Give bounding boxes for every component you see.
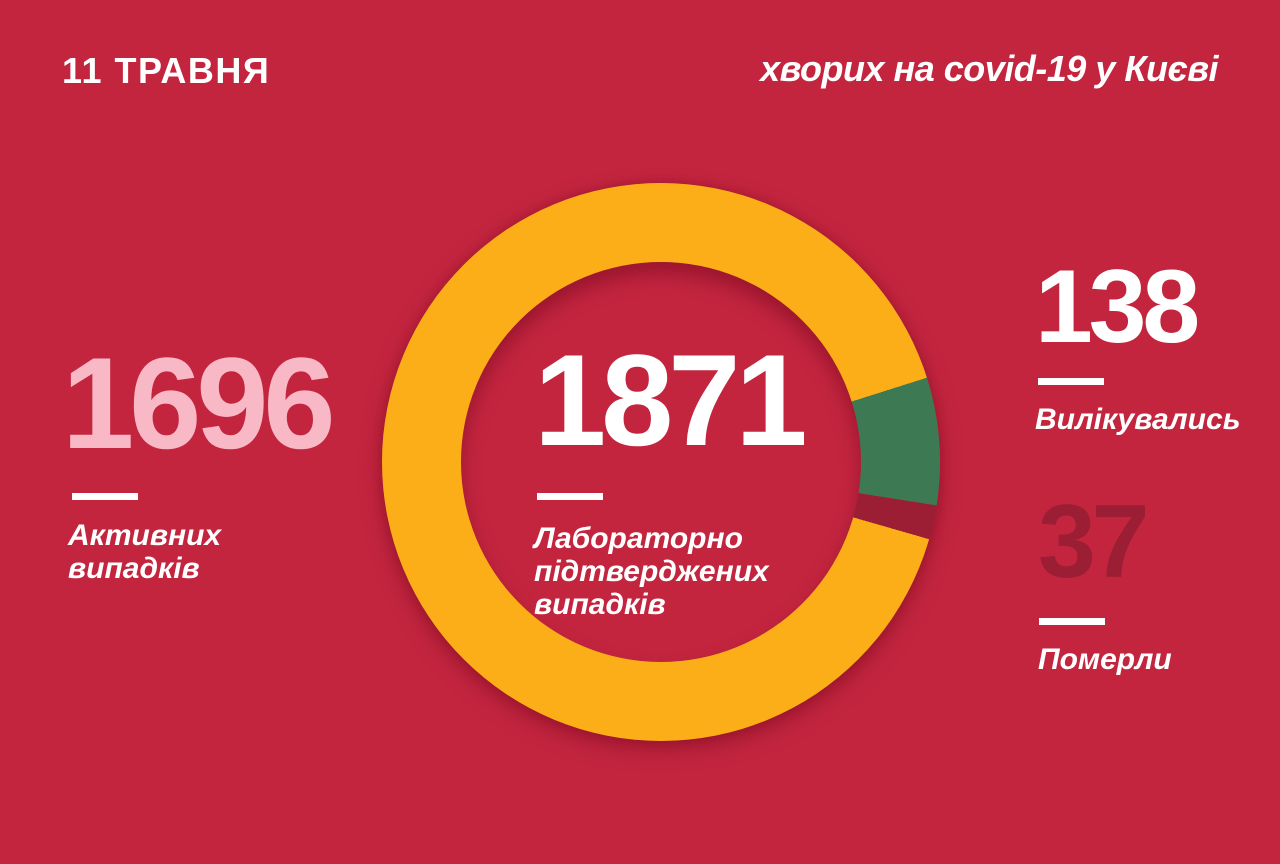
stat-confirmed-cases: 1871 Лабораторно підтверджених випадків	[534, 327, 808, 621]
divider-bar	[72, 492, 138, 500]
died-value: 37	[1038, 484, 1150, 600]
label-line: Лабораторно	[534, 521, 743, 555]
label-line: випадків	[534, 587, 666, 621]
active-cases-value: 1696	[62, 330, 336, 476]
died-label: Померли	[1038, 642, 1172, 676]
stat-died: 37 Померли	[1038, 484, 1172, 676]
stat-active-cases: 1696 Активних випадків	[62, 330, 336, 585]
recovered-value: 138	[1035, 249, 1200, 365]
label-line: випадків	[68, 551, 200, 585]
date-label: 11 ТРАВНЯ	[62, 50, 271, 91]
divider-bar	[1039, 617, 1105, 625]
donut-chart	[382, 183, 940, 741]
confirmed-cases-value: 1871	[534, 327, 808, 473]
stat-recovered: 138 Вилікувались	[1035, 249, 1241, 436]
divider-bar	[1038, 377, 1104, 385]
active-cases-label: Активних випадків	[68, 519, 330, 585]
confirmed-cases-label: Лабораторно підтверджених випадків	[534, 522, 802, 621]
label-line: Активних	[68, 518, 222, 552]
donut-hole	[461, 262, 861, 662]
recovered-label: Вилікувались	[1035, 402, 1241, 436]
divider-bar	[537, 492, 603, 500]
label-line: підтверджених	[534, 554, 769, 588]
page-title: хворих на covid-19 у Києві	[760, 48, 1218, 89]
